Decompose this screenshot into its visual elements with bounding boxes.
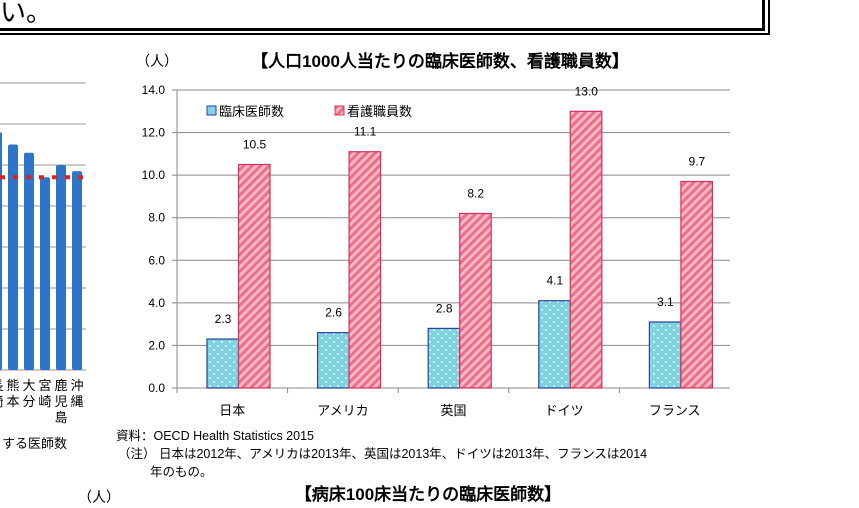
- bar-doctors: [648, 321, 682, 389]
- data-label: 2.3: [215, 312, 232, 326]
- y-unit-label: （人）: [136, 53, 178, 69]
- data-label: 9.7: [689, 155, 706, 169]
- x-tick-label: 児: [54, 394, 67, 409]
- bar-nurses: [569, 110, 603, 389]
- y-tick-label: 4.0: [148, 296, 165, 310]
- y-tick-label: 12.0: [142, 126, 166, 140]
- x-tick-label: 崎: [38, 394, 51, 409]
- bar-doctors: [317, 332, 350, 389]
- bar-doctors: [206, 338, 240, 389]
- chart-title: 【人口1000人当たりの臨床医師数、看護職員数】: [251, 51, 629, 71]
- bar-nurses: [680, 180, 714, 389]
- data-label: 10.5: [243, 138, 267, 152]
- x-tick-label: 宮: [38, 378, 51, 393]
- bar-nurses: [237, 163, 271, 389]
- box-text: い。: [0, 0, 53, 28]
- bar: [40, 177, 50, 370]
- next-chart-title: 【病床100床当たりの臨床医師数】: [295, 484, 561, 504]
- x-tick-label: 島: [54, 410, 67, 425]
- x-tick-label: 分: [22, 394, 35, 409]
- x-tick-label: アメリカ: [317, 403, 368, 418]
- y-tick-label: 6.0: [148, 253, 165, 267]
- text-box-frame-outer: [0, 0, 770, 35]
- data-label: 11.1: [354, 125, 377, 139]
- source-note: 資料：OECD Health Statistics 2015: [116, 429, 314, 443]
- footnote-line2: 年のもの。: [150, 465, 213, 479]
- data-label: 13.0: [575, 84, 599, 98]
- bar-nurses: [459, 212, 492, 389]
- data-label: 2.8: [436, 301, 453, 315]
- x-tick-label: ドイツ: [545, 403, 584, 418]
- x-tick-label: フランス: [649, 403, 701, 418]
- x-axis-label: する医師数: [2, 436, 67, 451]
- x-tick-label: 大: [22, 378, 35, 393]
- main-chart: 0.0 2.0 4.0 6.0 8.0 10.0 12.0 14.0 日本 2.3 10.5 アメリカ…: [142, 83, 730, 418]
- x-tick-label: 縄: [70, 394, 83, 409]
- left-partial-chart: 長崎熊本大分宮崎鹿児島沖縄する医師数: [0, 82, 86, 451]
- data-label: 4.1: [546, 274, 563, 288]
- bar: [8, 144, 18, 370]
- x-tick-label: 沖: [70, 378, 83, 393]
- x-tick-label: 英国: [440, 403, 466, 418]
- data-label: 3.1: [657, 295, 674, 309]
- y-tick-label: 0.0: [148, 381, 165, 395]
- legend-swatch: [206, 105, 217, 116]
- legend-swatch: [334, 105, 345, 116]
- y-tick-label: 2.0: [148, 338, 165, 352]
- x-tick-label: 鹿: [54, 378, 67, 393]
- x-tick-label: 長: [0, 378, 4, 393]
- bar-doctors: [427, 327, 461, 389]
- y-tick-label: 8.0: [148, 211, 165, 225]
- legend-label: 臨床医師数: [219, 104, 284, 119]
- data-label: 8.2: [467, 186, 484, 200]
- bar: [72, 171, 82, 370]
- bar: [0, 132, 2, 370]
- x-tick-label: 日本: [219, 403, 245, 418]
- x-tick-label: 熊: [6, 378, 19, 393]
- x-tick-label: 本: [6, 394, 19, 409]
- text-box-frame: [0, 0, 765, 31]
- bar-nurses: [348, 151, 382, 389]
- footnote-line1: （注） 日本は2012年、アメリカは2013年、英国は2013年、ドイツは201…: [118, 446, 647, 461]
- x-tick-label: 崎: [0, 394, 4, 409]
- legend-label: 看護職員数: [347, 104, 412, 119]
- bar: [24, 152, 34, 370]
- next-chart-unit-label: （人）: [78, 489, 120, 505]
- y-tick-label: 10.0: [142, 168, 166, 182]
- bar: [56, 165, 66, 370]
- y-tick-label: 14.0: [142, 83, 166, 97]
- bar-doctors: [538, 300, 571, 389]
- data-label: 2.6: [325, 306, 342, 320]
